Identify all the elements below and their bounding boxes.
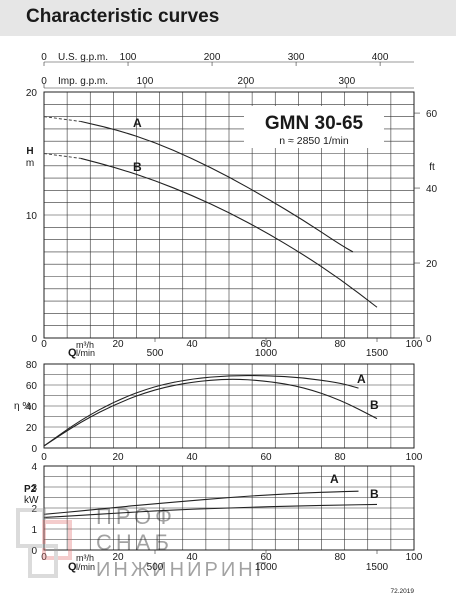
series-label-A-head: A xyxy=(133,116,142,130)
pow-y-tick: 1 xyxy=(31,525,37,536)
ft-tick: 60 xyxy=(426,109,438,120)
eff-y-tick: 60 xyxy=(26,381,38,392)
curves xyxy=(43,116,378,518)
usgpm-tick: 0 xyxy=(41,52,47,63)
series-label-B-power: B xyxy=(370,487,379,501)
series-B-head xyxy=(80,157,378,308)
q-lmin-tick: 1000 xyxy=(255,562,278,573)
title-bar: Characteristic curves xyxy=(0,0,456,36)
q-unit-m3h: m³/h xyxy=(76,553,94,563)
plot-frame xyxy=(43,91,415,339)
ft-tick: 40 xyxy=(426,184,438,195)
impgpm-tick: 0 xyxy=(41,76,47,87)
q-unit-lmin: l/min xyxy=(76,562,95,572)
usgpm-tick: 200 xyxy=(204,52,221,63)
usgpm-label: U.S. g.p.m. xyxy=(58,52,108,63)
q-unit-m3h: m³/h xyxy=(76,340,94,350)
q-m3h-tick: 20 xyxy=(112,552,124,563)
eff-x-tick: 100 xyxy=(406,452,423,463)
q-lmin-tick: 1500 xyxy=(366,562,389,573)
eff-x-tick: 20 xyxy=(112,452,124,463)
head-y-tick: 0 xyxy=(31,334,37,345)
model-box xyxy=(244,106,384,148)
series-label-B-efficiency: B xyxy=(370,398,379,412)
model-speed: n ≈ 2850 1/min xyxy=(279,135,349,147)
q-m3h-tick: 60 xyxy=(260,339,272,350)
q-unit-lmin: l/min xyxy=(76,348,95,358)
head-y-tick: 20 xyxy=(26,88,38,99)
impgpm-tick: 100 xyxy=(137,76,154,87)
series-label-B-head: B xyxy=(133,160,142,174)
series-B-dashed xyxy=(43,153,82,159)
q-lmin-tick: 1000 xyxy=(255,348,278,359)
impgpm-tick: 300 xyxy=(338,76,355,87)
q-label: Q xyxy=(68,347,77,359)
watermark-line3: ИНЖИНИРИНГ xyxy=(96,559,269,581)
series-A-power xyxy=(43,490,359,515)
impgpm-tick: 200 xyxy=(238,76,255,87)
eff-y-tick: 0 xyxy=(31,444,37,455)
usgpm-tick: 400 xyxy=(372,52,389,63)
pow-y-tick: 0 xyxy=(31,546,37,557)
plot-frame xyxy=(43,363,415,449)
series-label-A-efficiency: A xyxy=(357,372,366,386)
grids xyxy=(43,91,415,551)
series-B-power xyxy=(43,503,378,518)
footer-code: 72.2019 xyxy=(391,588,415,595)
watermark-line1: ПРОФ xyxy=(96,504,176,529)
q-m3h-tick: 100 xyxy=(406,339,423,350)
q-m3h-tick: 60 xyxy=(260,552,272,563)
eff-y-tick: 80 xyxy=(26,360,38,371)
pow-yunit: kW xyxy=(24,495,39,506)
q-lmin-tick: 500 xyxy=(147,562,164,573)
model-name: GMN 30-65 xyxy=(265,113,364,134)
q-label: Q xyxy=(68,561,77,573)
series-A-head xyxy=(80,120,354,253)
plot-frame xyxy=(43,465,415,551)
eff-ylabel: η % xyxy=(14,401,31,412)
q-m3h-tick: 0 xyxy=(41,339,47,350)
page-title: Characteristic curves xyxy=(26,6,220,27)
pow-y-tick: 3 xyxy=(31,483,37,494)
eff-y-tick: 40 xyxy=(26,402,38,413)
q-m3h-tick: 20 xyxy=(112,339,124,350)
series-A-efficiency xyxy=(43,374,359,447)
q-lmin-tick: 1500 xyxy=(366,348,389,359)
usgpm-tick: 300 xyxy=(288,52,305,63)
series-B-efficiency xyxy=(43,378,378,447)
q-lmin-tick: 500 xyxy=(147,348,164,359)
eff-x-tick: 60 xyxy=(260,452,272,463)
panel-efficiency xyxy=(43,363,415,449)
watermark-line2: СНАБ xyxy=(96,530,173,555)
head-y-tick: 10 xyxy=(26,211,38,222)
ft-tick: 20 xyxy=(426,259,438,270)
q-m3h-tick: 0 xyxy=(41,552,47,563)
q-m3h-tick: 80 xyxy=(334,552,346,563)
head-ylabel: H xyxy=(26,146,33,157)
ft-label: ft xyxy=(429,162,435,173)
q-m3h-tick: 40 xyxy=(186,552,198,563)
eff-x-tick: 0 xyxy=(41,452,47,463)
eff-y-tick: 20 xyxy=(26,423,38,434)
series-A-dashed xyxy=(43,116,82,123)
series-label-A-power: A xyxy=(330,472,339,486)
q-m3h-tick: 100 xyxy=(406,552,423,563)
pow-y-tick: 4 xyxy=(31,462,37,473)
eff-x-tick: 80 xyxy=(334,452,346,463)
watermark-logo xyxy=(16,508,72,578)
q-m3h-tick: 40 xyxy=(186,339,198,350)
eff-x-tick: 40 xyxy=(186,452,198,463)
ft-tick: 0 xyxy=(426,334,432,345)
q-m3h-tick: 80 xyxy=(334,339,346,350)
impgpm-label: Imp. g.p.m. xyxy=(58,76,108,87)
pow-y-tick: 2 xyxy=(31,504,37,515)
head-yunit: m xyxy=(26,158,34,169)
pow-ylabel: P2 xyxy=(24,484,37,495)
usgpm-tick: 100 xyxy=(120,52,137,63)
